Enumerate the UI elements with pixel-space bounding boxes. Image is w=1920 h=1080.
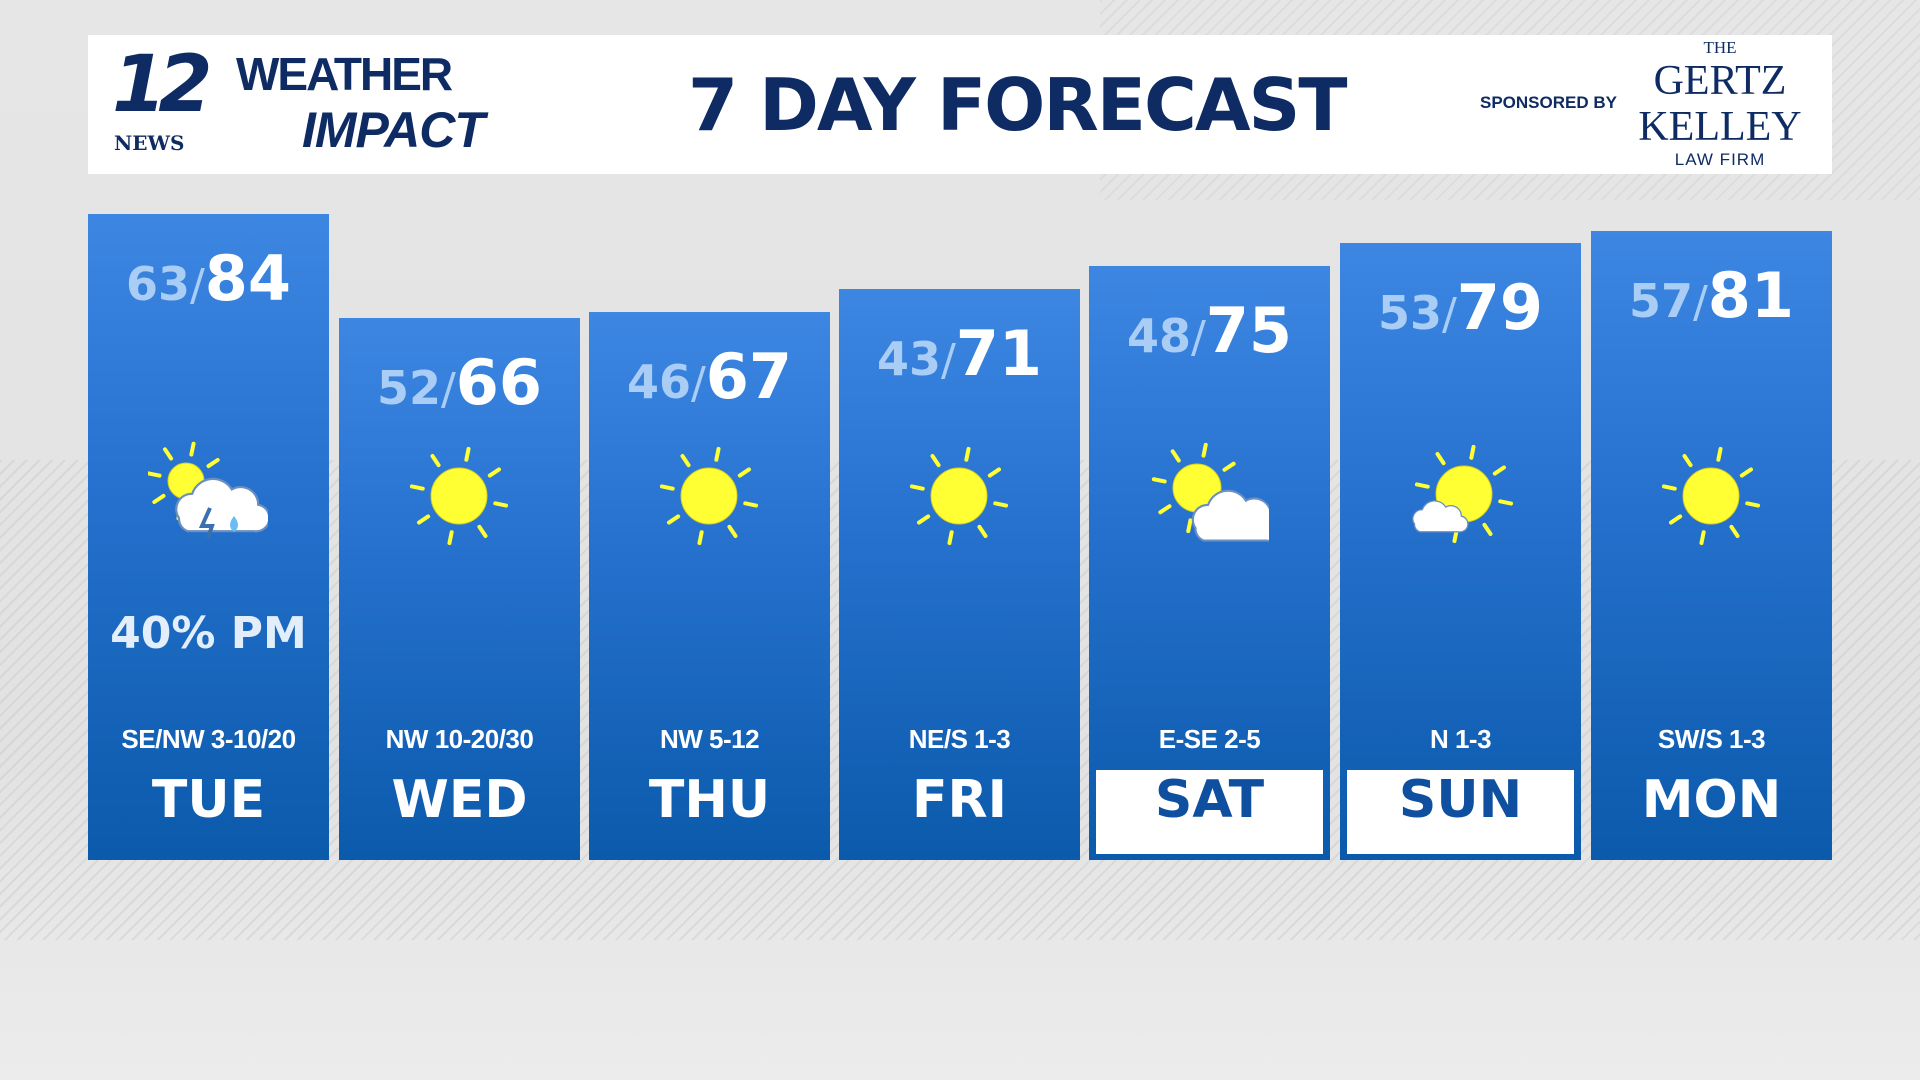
sponsor-law-firm: LAW FIRM [1674,150,1766,169]
wind: SW/S 1-3 [1657,724,1766,754]
high-temp: 84 [204,242,292,315]
slash: / [1692,277,1708,328]
forecast-day-mon: 57/81 SW/S 1-3 MON [1591,231,1832,860]
wind: NW 10-20/30 [385,724,534,754]
forecast-day-thu: 46/67 NW 5-12 THU [589,312,830,860]
sun-icon [399,436,519,556]
mostly-sunny-icon [1400,436,1520,556]
day-label: WED [391,770,528,830]
day-label: TUE [151,770,266,830]
day-label: MON [1641,770,1782,830]
forecast-day-sun: 53/79 N 1-3 SUN [1340,243,1581,860]
temperature: 43/71 [839,317,1080,390]
page-title: 7 DAY FORECAST [688,63,1348,147]
wind: E-SE 2-5 [1158,724,1261,754]
logo-impact: IMPACT [302,102,485,158]
high-temp: 67 [705,340,793,413]
temperature: 48/75 [1089,294,1330,367]
sponsor-logo: THE GERTZ KELLEY LAW FIRM [1620,38,1820,170]
slash: / [1441,289,1457,340]
low-temp: 48 [1126,309,1191,363]
high-temp: 71 [955,317,1043,390]
low-temp: 43 [876,332,941,386]
temperature: 57/81 [1591,259,1832,332]
day-label: SAT [1096,770,1323,854]
sponsor-kelley: KELLEY [1638,104,1802,150]
sun-icon [899,436,1019,556]
forecast-day-sat: 48/75 E-SE 2-5 SAT [1089,266,1330,860]
logo-weather: WEATHER [236,48,453,100]
low-temp: 63 [125,257,190,311]
slash: / [940,335,956,386]
sponsor-gertz: GERTZ [1653,58,1787,104]
sun-icon [1651,436,1771,556]
high-temp: 79 [1456,271,1544,344]
wind: SE/NW 3-10/20 [121,724,296,754]
day-label: THU [648,770,771,830]
sun-icon [649,436,769,556]
sponsored-by-label: SPONSORED BY [1480,93,1617,112]
slash: / [440,364,456,415]
day-label: FRI [912,770,1007,830]
high-temp: 66 [455,346,543,419]
temperature: 46/67 [589,340,830,413]
high-temp: 75 [1205,294,1293,367]
slash: / [189,260,205,311]
sponsor-the: THE [1703,38,1737,57]
logo-number: 12 [112,40,213,130]
slash: / [1190,312,1206,363]
low-temp: 46 [626,355,691,409]
wind: NE/S 1-3 [908,724,1011,754]
temperature: 63/84 [88,242,329,315]
day-label: SUN [1347,770,1574,854]
partly-cloudy-icon [1149,436,1283,556]
forecast-day-wed: 52/66 NW 10-20/30 WED [339,318,580,860]
temperature: 52/66 [339,346,580,419]
low-temp: 52 [376,361,441,415]
wind: NW 5-12 [659,724,760,754]
low-temp: 53 [1377,286,1442,340]
logo-news: NEWS [114,131,185,155]
header-banner: 12 NEWS WEATHER IMPACT 7 DAY FORECAST SP… [88,35,1832,174]
weather-impact-logo: 12 NEWS WEATHER IMPACT [112,45,632,165]
forecast-day-tue: 63/84 40% PM SE/NW 3-10/20 TUE [88,214,329,860]
high-temp: 81 [1707,259,1795,332]
slash: / [690,358,706,409]
low-temp: 57 [1628,274,1693,328]
forecast-day-fri: 43/71 NE/S 1-3 FRI [839,289,1080,860]
wind: N 1-3 [1429,724,1492,754]
sun-cloud-thunderstorm-icon [146,436,271,556]
temperature: 53/79 [1340,271,1581,344]
precip-chance: 40% PM [110,608,307,659]
